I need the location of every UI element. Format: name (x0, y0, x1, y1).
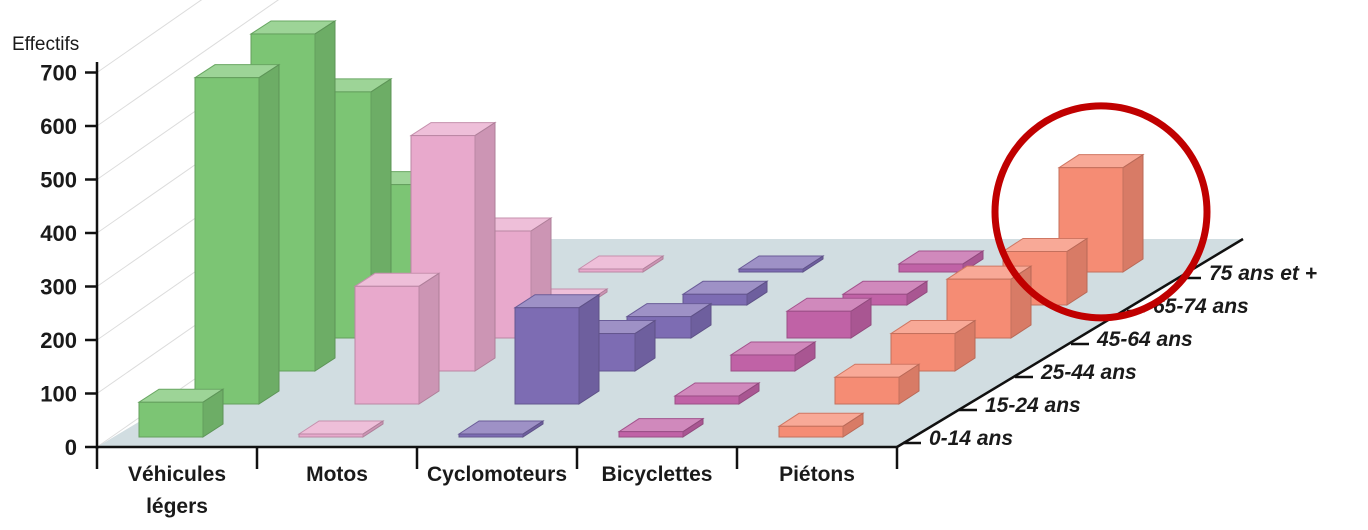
bars (137, 20, 1145, 438)
bar-front (354, 285, 420, 405)
series-label: 75 ans et + (1209, 262, 1317, 285)
bar-front (898, 263, 964, 273)
bar (193, 63, 281, 405)
y-tick-label: 400 (40, 221, 77, 246)
bar-front (298, 433, 364, 438)
bar-side (258, 63, 280, 405)
category-label: Piétons (779, 463, 855, 486)
bar-front (682, 293, 748, 306)
y-tick-label: 500 (40, 168, 77, 193)
bar (729, 341, 817, 372)
y-tick-label: 0 (65, 435, 77, 460)
y-tick-label: 600 (40, 114, 77, 139)
category-label: Bicyclettes (602, 463, 713, 486)
bar-front (834, 376, 900, 405)
bar (617, 417, 705, 438)
bar (457, 420, 545, 438)
bar (513, 293, 601, 405)
bar (137, 388, 225, 438)
series-label: 25-44 ans (1040, 361, 1137, 384)
bar-front (778, 425, 844, 438)
bar-front (730, 354, 796, 372)
axis-labels: 0 100 200 300 400 500 600 700 Véhicules légers Mot… (40, 61, 1317, 519)
series-label: 45-64 ans (1096, 328, 1193, 351)
back-wall-gridlines (96, 0, 286, 448)
bar-front (514, 307, 580, 405)
y-tick-label: 300 (40, 275, 77, 300)
category-label: Véhicules (128, 463, 226, 486)
bar-front (194, 77, 260, 405)
bar-front (618, 431, 684, 438)
bar (353, 272, 441, 405)
series-label: 15-24 ans (985, 394, 1081, 417)
gridline (96, 0, 203, 73)
bar (297, 420, 385, 438)
bar-side (578, 293, 600, 405)
gridline (96, 0, 280, 127)
bar-front (738, 268, 804, 273)
series-label: 0-14 ans (929, 427, 1013, 450)
bar-front (786, 310, 852, 339)
y-axis-title: Effectifs (12, 34, 79, 55)
bar (897, 250, 985, 273)
highlight-circle (991, 102, 1211, 322)
bar (889, 319, 977, 372)
y-tick-label: 100 (40, 382, 77, 407)
series-label: 65-74 ans (1153, 295, 1249, 318)
y-tick-label: 700 (40, 61, 77, 86)
bar-front (578, 268, 644, 273)
bar-side (474, 121, 496, 372)
bar (785, 297, 873, 339)
highlight-ring (991, 102, 1211, 322)
bar-front (458, 433, 524, 438)
category-label: Cyclomoteurs (427, 463, 567, 486)
bar-side (418, 272, 440, 405)
bar (833, 363, 921, 405)
category-label: Motos (306, 463, 368, 486)
bar-front (674, 395, 740, 405)
bar-side (1122, 153, 1144, 273)
bar-side (314, 20, 336, 372)
bar-front (138, 401, 204, 438)
bar (737, 255, 825, 273)
bar (577, 255, 665, 273)
y-tick-label: 200 (40, 328, 77, 353)
category-label-line2: légers (146, 495, 208, 518)
bar (777, 412, 865, 438)
bar (681, 280, 769, 306)
bar (673, 382, 761, 405)
